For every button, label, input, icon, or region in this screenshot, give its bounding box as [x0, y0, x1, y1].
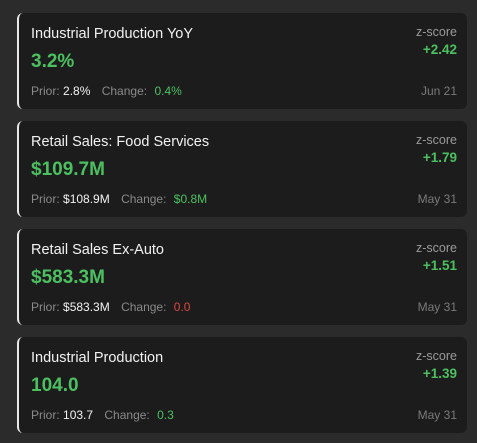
z-score-label: z-score [416, 133, 457, 147]
change-value: 0.3 [157, 408, 174, 422]
release-date: May 31 [417, 408, 457, 422]
indicator-meta: Prior: 103.7 Change: 0.3 [31, 408, 174, 422]
z-score-value: +1.51 [422, 258, 457, 273]
indicator-meta: Prior: $583.3M Change: 0.0 [31, 300, 190, 314]
prior-label: Prior: [31, 408, 60, 422]
indicator-value: 104.0 [31, 375, 79, 396]
z-score-label: z-score [416, 241, 457, 255]
change-label: Change: [121, 192, 167, 206]
indicator-card[interactable]: Industrial Production YoY 3.2% Prior: 2.… [17, 13, 467, 109]
prior-label: Prior: [31, 192, 60, 206]
indicator-title: Industrial Production [31, 350, 164, 366]
indicator-value: $109.7M [31, 159, 105, 180]
z-score-value: +1.39 [422, 366, 457, 381]
indicator-title: Retail Sales Ex-Auto [31, 242, 164, 258]
z-score-value: +1.79 [422, 150, 457, 165]
z-score-value: +2.42 [422, 42, 457, 57]
indicator-value: $583.3M [31, 267, 105, 288]
prior-label: Prior: [31, 300, 60, 314]
release-date: May 31 [417, 192, 457, 206]
release-date: May 31 [417, 300, 457, 314]
change-label: Change: [121, 300, 167, 314]
prior-value: $583.3M [63, 300, 110, 314]
indicator-meta: Prior: 2.8% Change: 0.4% [31, 84, 182, 98]
prior-value: 103.7 [63, 408, 94, 422]
prior-label: Prior: [31, 84, 60, 98]
z-score-label: z-score [416, 25, 457, 39]
change-value: 0.0 [173, 300, 191, 314]
prior-value: $108.9M [63, 192, 110, 206]
indicator-title: Industrial Production YoY [31, 26, 194, 42]
prior-value: 2.8% [63, 84, 91, 98]
indicator-card[interactable]: Industrial Production 104.0 Prior: 103.7… [17, 337, 467, 433]
release-date: Jun 21 [420, 84, 457, 98]
z-score-label: z-score [416, 349, 457, 363]
change-label: Change: [104, 408, 150, 422]
change-value: 0.4% [154, 84, 182, 98]
indicator-title: Retail Sales: Food Services [31, 134, 210, 150]
indicator-card[interactable]: Retail Sales Ex-Auto $583.3M Prior: $583… [17, 229, 467, 325]
indicator-value: 3.2% [31, 51, 75, 72]
change-label: Change: [101, 84, 148, 98]
indicator-meta: Prior: $108.9M Change: $0.8M [31, 192, 207, 206]
indicator-card[interactable]: Retail Sales: Food Services $109.7M Prio… [17, 121, 467, 217]
change-value: $0.8M [173, 192, 208, 206]
